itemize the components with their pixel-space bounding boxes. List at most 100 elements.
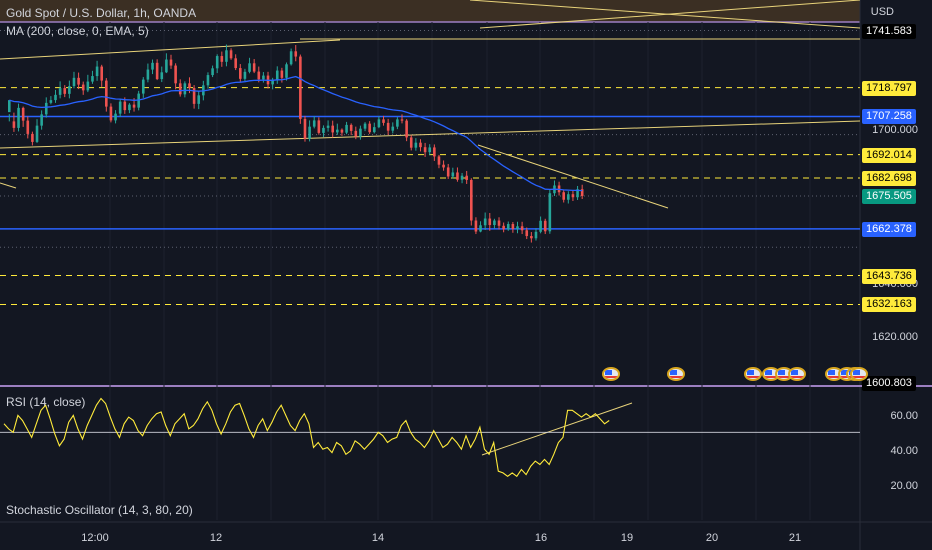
candle-down xyxy=(488,218,492,226)
candle-down xyxy=(280,70,284,78)
candle-up xyxy=(534,231,538,239)
candle-down xyxy=(123,101,127,111)
candle-down xyxy=(77,77,80,85)
us-flag-icon[interactable] xyxy=(744,367,762,381)
candle-up xyxy=(146,69,150,80)
candle-down xyxy=(169,59,173,66)
candle-up xyxy=(460,175,464,180)
candle-down xyxy=(580,189,584,196)
candle-down xyxy=(294,51,298,57)
candle-down xyxy=(21,107,25,121)
candle-up xyxy=(414,142,418,148)
ma-line xyxy=(9,75,583,192)
rsi-legend[interactable]: RSI (14, close) xyxy=(6,395,86,409)
candle-down xyxy=(109,106,113,121)
candle-down xyxy=(409,137,413,148)
candle-up xyxy=(206,75,210,86)
candle-up xyxy=(289,51,293,65)
candle-up xyxy=(483,218,487,226)
candle-down xyxy=(252,63,256,72)
candle-down xyxy=(63,88,67,94)
candle-down xyxy=(26,120,30,134)
candle-down xyxy=(220,56,224,62)
candle-up xyxy=(40,114,43,126)
candle-down xyxy=(105,80,108,107)
candle-down xyxy=(423,147,427,153)
candle-up xyxy=(211,68,214,76)
candle-up xyxy=(308,126,311,139)
candle-down xyxy=(174,65,177,84)
price-tag: 1643.736 xyxy=(862,268,916,284)
candle-down xyxy=(257,71,261,80)
ma-legend[interactable]: MA (200, close, 0, EMA, 5) xyxy=(6,24,149,38)
candle-up xyxy=(479,225,482,232)
us-flag-icon[interactable] xyxy=(850,367,868,381)
stochastic-legend[interactable]: Stochastic Oscillator (14, 3, 80, 20) xyxy=(6,503,193,517)
price-tag: 1675.505 xyxy=(862,188,916,204)
currency-label[interactable]: USD xyxy=(870,6,894,18)
time-label: 12 xyxy=(209,532,223,544)
rsi-tick: 40.00 xyxy=(890,445,918,457)
candle-up xyxy=(396,119,399,127)
candle-down xyxy=(229,50,233,59)
candle-up xyxy=(326,125,330,128)
rsi-tick: 20.00 xyxy=(890,480,918,492)
candle-down xyxy=(188,83,191,89)
candle-down xyxy=(155,62,159,80)
symbol-title[interactable]: Gold Spot / U.S. Dollar, 1h, OANDA xyxy=(6,6,197,20)
candle-up xyxy=(128,104,131,111)
candle-up xyxy=(372,127,376,133)
candle-up xyxy=(17,107,20,128)
candle-down xyxy=(419,142,422,148)
candle-down xyxy=(456,172,459,180)
candle-down xyxy=(465,175,468,180)
candle-up xyxy=(248,63,251,72)
candle-up xyxy=(567,194,570,200)
candle-down xyxy=(354,130,358,137)
time-label: 12:00 xyxy=(81,532,109,544)
price-tag: 1632.163 xyxy=(862,297,916,313)
candle-up xyxy=(58,88,62,95)
candle-up xyxy=(391,126,395,131)
candle-down xyxy=(525,230,529,237)
candle-down xyxy=(303,118,307,139)
candle-down xyxy=(386,122,390,131)
candle-up xyxy=(91,76,94,82)
candle-down xyxy=(299,56,302,119)
us-flag-icon[interactable] xyxy=(667,367,685,381)
candle-up xyxy=(322,127,325,133)
price-tag: 1718.797 xyxy=(862,80,916,96)
candle-up xyxy=(271,79,274,85)
trendline xyxy=(477,144,669,209)
candle-up xyxy=(506,224,510,230)
candle-up xyxy=(8,100,11,113)
candle-down xyxy=(520,226,524,231)
candle-down xyxy=(239,68,242,79)
candle-down xyxy=(571,194,575,198)
candle-down xyxy=(433,147,436,157)
candle-down xyxy=(100,66,103,81)
candle-up xyxy=(35,125,39,142)
price-tag: 1707.258 xyxy=(862,109,916,125)
candle-down xyxy=(234,58,237,69)
candle-up xyxy=(72,77,76,87)
us-flag-icon[interactable] xyxy=(602,367,620,381)
trendline xyxy=(0,182,17,189)
us-flag-icon[interactable] xyxy=(788,367,806,381)
price-tag: 1682.698 xyxy=(862,170,916,186)
time-label: 16 xyxy=(534,532,548,544)
candle-up xyxy=(151,62,154,70)
candle-up xyxy=(493,220,496,226)
candle-down xyxy=(446,167,450,177)
candle-up xyxy=(516,226,519,230)
candle-down xyxy=(368,123,371,133)
candle-down xyxy=(543,220,547,232)
candle-down xyxy=(474,220,478,232)
candle-up xyxy=(183,83,187,95)
candle-down xyxy=(12,121,16,128)
price-tick: 1620.000 xyxy=(872,331,918,343)
candle-up xyxy=(197,95,201,104)
candle-up xyxy=(165,59,168,73)
